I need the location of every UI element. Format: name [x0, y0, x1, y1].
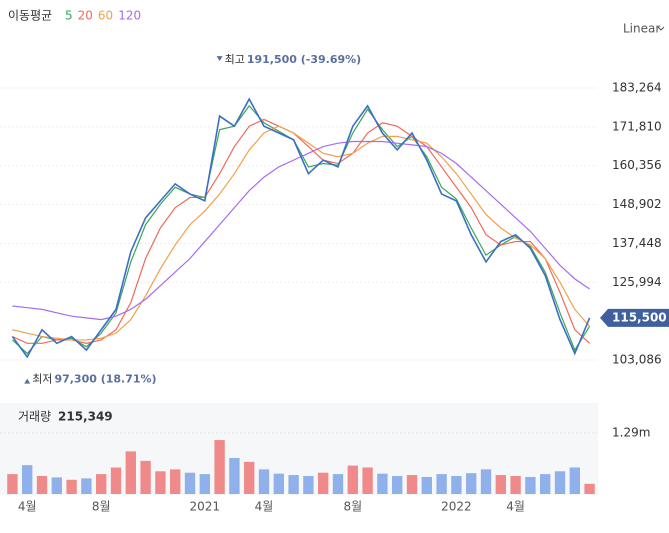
- volume-tick-label: 1.29m: [612, 425, 650, 439]
- price-line: [11, 97, 591, 359]
- volume-bar: [392, 476, 403, 494]
- volume-bar: [273, 473, 284, 494]
- volume-bar: [406, 475, 418, 494]
- volume-bar: [51, 477, 62, 494]
- volume-bar: [377, 473, 388, 494]
- volume-bar: [421, 476, 432, 494]
- volume-bar: [525, 476, 536, 494]
- x-tick-label: 4월: [18, 500, 37, 514]
- price-tag: [600, 308, 669, 327]
- volume-bar: [7, 474, 18, 494]
- dropdown-arrow[interactable]: [657, 26, 665, 31]
- volume-bar: [81, 478, 92, 494]
- moving-average: [12, 140, 590, 321]
- y-tick-label: 183,264: [612, 81, 662, 95]
- volume-bar: [466, 473, 477, 494]
- y-tick-label: 148,902: [612, 197, 662, 211]
- y-tick-label: 137,448: [612, 236, 662, 250]
- volume-bar: [436, 474, 447, 494]
- y-tick-label: 125,994: [612, 275, 662, 289]
- volume-bar: [110, 467, 122, 494]
- volume-bar: [303, 476, 314, 494]
- volume-bar: [318, 472, 329, 494]
- volume-bar: [125, 451, 136, 494]
- x-tick-label: 2022: [441, 500, 472, 514]
- volume-bar: [96, 474, 107, 494]
- annotation-label: 최저: [32, 373, 52, 386]
- volume-bar: [170, 469, 181, 494]
- annotation-text: 97,300 (18.71%): [54, 373, 156, 386]
- volume-bar: [362, 467, 373, 494]
- ma-legend-label: 이동평균: [8, 9, 52, 23]
- volume-bar: [199, 474, 210, 494]
- annotation-marker: [216, 56, 223, 62]
- volume-bar: [66, 479, 77, 494]
- x-tick-label: 8월: [92, 500, 111, 514]
- scale-selector[interactable]: Linear: [623, 22, 660, 36]
- volume-bar: [184, 472, 196, 494]
- volume-bar: [347, 465, 358, 494]
- x-tick-label: 8월: [343, 500, 362, 514]
- legend-entry: 5: [65, 9, 73, 23]
- annotation-text: 191,500 (-39.69%): [247, 53, 361, 66]
- y-tick-label: 171,810: [612, 119, 662, 133]
- volume-label: 거래량: [18, 410, 51, 424]
- volume-bar: [214, 440, 225, 494]
- volume-bar: [569, 467, 580, 494]
- volume-bar: [229, 458, 240, 494]
- x-tick-label: 4월: [255, 500, 274, 514]
- y-tick-label: 160,356: [612, 158, 662, 172]
- volume-bar: [140, 460, 151, 494]
- volume-bar: [554, 471, 566, 494]
- volume-bar: [495, 475, 506, 494]
- annotation-marker: [24, 378, 31, 384]
- volume-last: 215,349: [58, 410, 113, 424]
- volume-bar: [36, 476, 48, 494]
- volume-bar: [584, 483, 595, 494]
- moving-average: [11, 104, 591, 355]
- volume-bar: [22, 465, 33, 494]
- volume-bar: [332, 474, 344, 494]
- volume-bar: [244, 461, 255, 494]
- x-tick-label: 4월: [506, 500, 525, 514]
- y-tick-label: 103,086: [612, 352, 662, 366]
- legend-entry: 60: [98, 9, 113, 23]
- legend-entry: 120: [118, 9, 141, 23]
- volume-bar: [540, 474, 551, 494]
- volume-bar: [451, 476, 462, 494]
- volume-bar: [258, 469, 270, 494]
- volume-bar: [480, 469, 492, 494]
- annotation-label: 최고: [225, 53, 245, 66]
- volume-bar: [155, 471, 166, 494]
- volume-bar: [510, 476, 521, 494]
- moving-average: [12, 125, 591, 341]
- moving-average: [12, 118, 591, 344]
- legend-entry: 20: [78, 9, 93, 23]
- x-tick-label: 2021: [190, 500, 221, 514]
- price-tag-label: 115,500: [612, 310, 667, 324]
- volume-bar: [288, 475, 299, 494]
